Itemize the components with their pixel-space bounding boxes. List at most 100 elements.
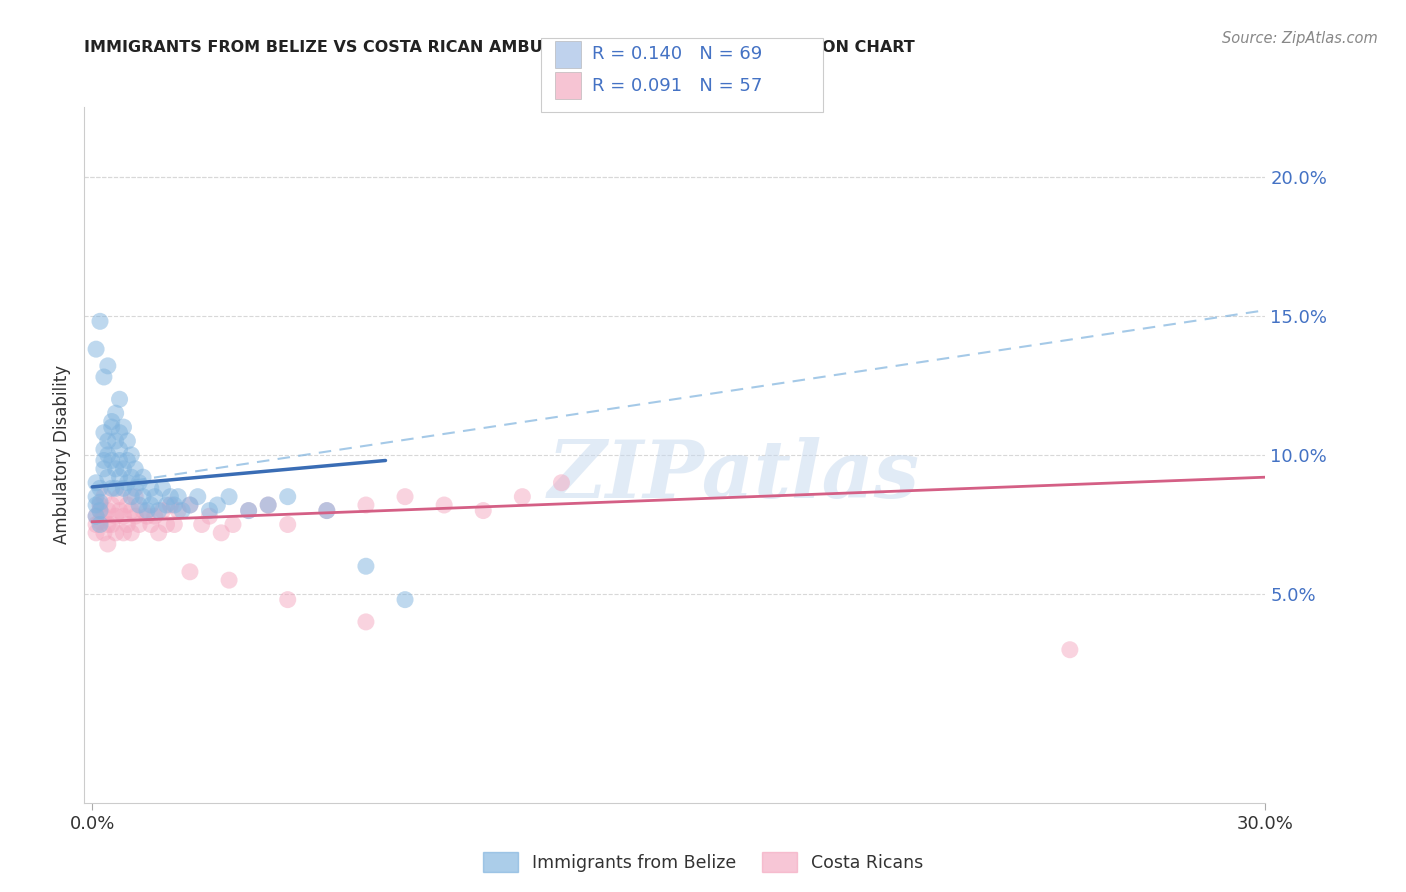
Point <box>187 490 209 504</box>
Point <box>354 615 377 629</box>
Point <box>117 498 139 512</box>
Point <box>97 470 120 484</box>
Point <box>108 470 131 484</box>
Point <box>108 453 131 467</box>
Point <box>159 498 181 512</box>
Point <box>257 498 280 512</box>
Point <box>112 481 135 495</box>
Point <box>167 490 190 504</box>
Point <box>143 509 166 524</box>
Point <box>277 592 299 607</box>
Point <box>394 592 416 607</box>
Point <box>108 392 131 407</box>
Point <box>163 498 186 512</box>
Point <box>238 503 260 517</box>
Point <box>108 442 131 457</box>
Point <box>93 442 115 457</box>
Point <box>315 503 337 517</box>
Point <box>132 490 155 504</box>
Point <box>84 525 107 540</box>
Point <box>152 503 174 517</box>
Point <box>218 490 240 504</box>
Point <box>100 498 122 512</box>
Point <box>354 498 377 512</box>
Point <box>132 503 155 517</box>
Point <box>132 470 155 484</box>
Point <box>112 420 135 434</box>
Point <box>93 370 115 384</box>
Point <box>84 475 107 490</box>
Point <box>97 434 120 448</box>
Text: Source: ZipAtlas.com: Source: ZipAtlas.com <box>1222 31 1378 46</box>
Point <box>89 503 111 517</box>
Point <box>117 434 139 448</box>
Point <box>136 509 159 524</box>
Point <box>112 509 135 524</box>
Point <box>100 415 122 429</box>
Point <box>97 503 120 517</box>
Point <box>155 517 177 532</box>
Point <box>124 462 146 476</box>
Point <box>163 517 186 532</box>
Point <box>198 509 221 524</box>
Point <box>148 503 170 517</box>
Point <box>89 503 111 517</box>
Point <box>179 565 201 579</box>
Point <box>218 573 240 587</box>
Point <box>97 359 120 373</box>
Point <box>93 490 115 504</box>
Point <box>117 453 139 467</box>
Point <box>120 470 142 484</box>
Point <box>93 425 115 440</box>
Point <box>93 453 115 467</box>
Point <box>179 498 201 512</box>
Point <box>108 503 131 517</box>
Point <box>433 498 456 512</box>
Point <box>128 498 150 512</box>
Point <box>112 525 135 540</box>
Point <box>128 475 150 490</box>
Point <box>315 503 337 517</box>
Point <box>93 525 115 540</box>
Point <box>238 503 260 517</box>
Point <box>93 462 115 476</box>
Point <box>104 434 127 448</box>
Point <box>209 525 232 540</box>
Point <box>84 509 107 524</box>
Point <box>84 490 107 504</box>
Point <box>93 509 115 524</box>
Point <box>179 498 201 512</box>
Point <box>124 481 146 495</box>
Point <box>222 517 245 532</box>
Point <box>108 425 131 440</box>
Point <box>89 515 111 529</box>
Text: R = 0.091   N = 57: R = 0.091 N = 57 <box>592 77 762 95</box>
Text: R = 0.140   N = 69: R = 0.140 N = 69 <box>592 45 762 63</box>
Point <box>148 525 170 540</box>
Point <box>167 503 190 517</box>
Text: ZIPatlas: ZIPatlas <box>548 437 920 515</box>
Point <box>152 481 174 495</box>
Point <box>120 490 142 504</box>
Point <box>472 503 495 517</box>
Point <box>124 490 146 504</box>
Point <box>128 517 150 532</box>
Point <box>139 498 162 512</box>
Point <box>198 503 221 517</box>
Point <box>172 503 194 517</box>
Point <box>120 503 142 517</box>
Point <box>136 503 159 517</box>
Point <box>117 517 139 532</box>
Point <box>104 406 127 420</box>
Y-axis label: Ambulatory Disability: Ambulatory Disability <box>53 366 72 544</box>
Point <box>139 481 162 495</box>
Point <box>155 498 177 512</box>
Point <box>159 490 181 504</box>
Point <box>104 509 127 524</box>
Point <box>354 559 377 574</box>
Point <box>124 509 146 524</box>
Point <box>97 448 120 462</box>
Point <box>89 517 111 532</box>
Point <box>104 481 127 495</box>
Point <box>89 495 111 509</box>
